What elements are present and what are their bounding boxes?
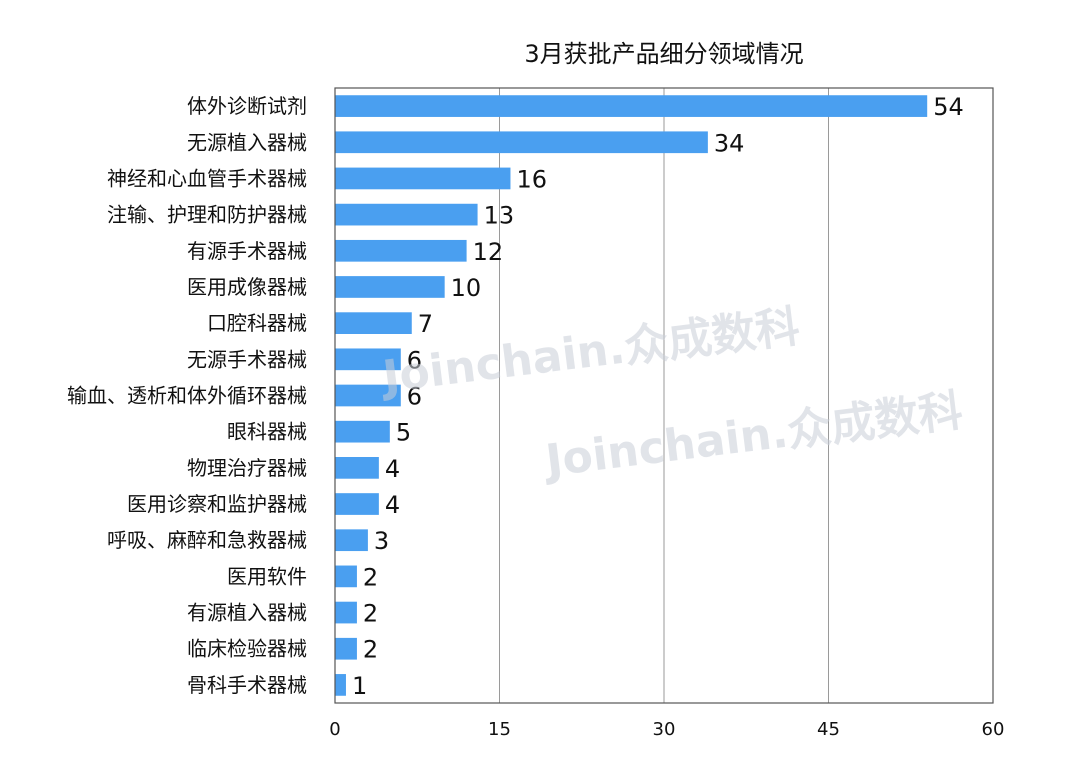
- category-label: 体外诊断试剂: [187, 94, 307, 118]
- value-label: 54: [933, 93, 964, 121]
- category-label: 医用成像器械: [187, 275, 307, 299]
- x-tick-label: 15: [488, 719, 511, 740]
- bar: [335, 276, 445, 298]
- chart-title: 3月获批产品细分领域情况: [524, 40, 803, 68]
- bar: [335, 384, 401, 407]
- category-label: 临床检验器械: [187, 637, 307, 661]
- value-label: 7: [418, 310, 433, 338]
- value-label: 16: [516, 165, 547, 193]
- bar: [335, 312, 412, 334]
- category-label: 医用诊察和监护器械: [127, 492, 307, 516]
- category-label: 无源植入器械: [187, 130, 307, 154]
- value-label: 5: [396, 419, 411, 447]
- x-tick-label: 60: [982, 719, 1005, 740]
- x-tick-labels: 0 15 30 45 60: [329, 719, 1004, 740]
- x-tick-label: 30: [653, 719, 676, 740]
- bar: [335, 601, 357, 624]
- bar: [335, 565, 357, 588]
- value-label: 2: [363, 600, 378, 628]
- watermark-text: Joinchain.众成数科: [540, 385, 965, 487]
- category-labels: 体外诊断试剂无源植入器械神经和心血管手术器械注输、护理和防护器械有源手术器械医用…: [67, 94, 307, 697]
- category-label: 无源手术器械: [187, 347, 307, 371]
- bar: [335, 348, 401, 371]
- bar: [335, 203, 478, 226]
- value-label: 34: [714, 129, 745, 157]
- bars: [335, 95, 928, 696]
- category-label: 骨科手术器械: [187, 673, 307, 697]
- x-tick-label: 45: [817, 719, 840, 740]
- value-label: 13: [484, 202, 515, 230]
- value-label: 2: [363, 636, 378, 664]
- category-label: 眼科器械: [227, 420, 307, 444]
- category-label: 呼吸、麻醉和急救器械: [107, 528, 307, 552]
- bar: [335, 637, 357, 660]
- category-label: 注输、护理和防护器械: [107, 203, 307, 227]
- bar: [335, 167, 511, 190]
- category-label: 有源手术器械: [187, 239, 307, 263]
- watermark: Joinchain.众成数科 Joinchain.众成数科: [377, 301, 965, 487]
- category-label: 物理治疗器械: [187, 456, 307, 480]
- category-label: 医用软件: [227, 564, 307, 588]
- bar: [335, 529, 368, 552]
- value-label: 10: [451, 274, 482, 302]
- x-tick-label: 0: [329, 719, 340, 740]
- watermark-text: Joinchain.众成数科: [377, 301, 802, 403]
- bar: [335, 239, 467, 262]
- bar: [335, 674, 346, 696]
- category-label: 有源植入器械: [187, 601, 307, 625]
- category-label: 口腔科器械: [207, 311, 307, 335]
- value-label: 6: [407, 346, 422, 374]
- bar: [335, 131, 708, 154]
- value-label: 4: [385, 455, 400, 483]
- plot-frame: [334, 87, 994, 704]
- value-label: 2: [363, 563, 378, 591]
- value-label: 12: [473, 238, 504, 266]
- value-label: 3: [374, 527, 389, 555]
- value-label: 1: [352, 672, 367, 700]
- value-label: 4: [385, 491, 400, 519]
- bar: [335, 457, 379, 479]
- bar: [335, 420, 390, 443]
- value-label: 6: [407, 383, 422, 411]
- category-label: 神经和心血管手术器械: [107, 166, 307, 190]
- bar: [335, 95, 928, 117]
- bar: [335, 493, 379, 515]
- category-label: 输血、透析和体外循环器械: [67, 384, 307, 408]
